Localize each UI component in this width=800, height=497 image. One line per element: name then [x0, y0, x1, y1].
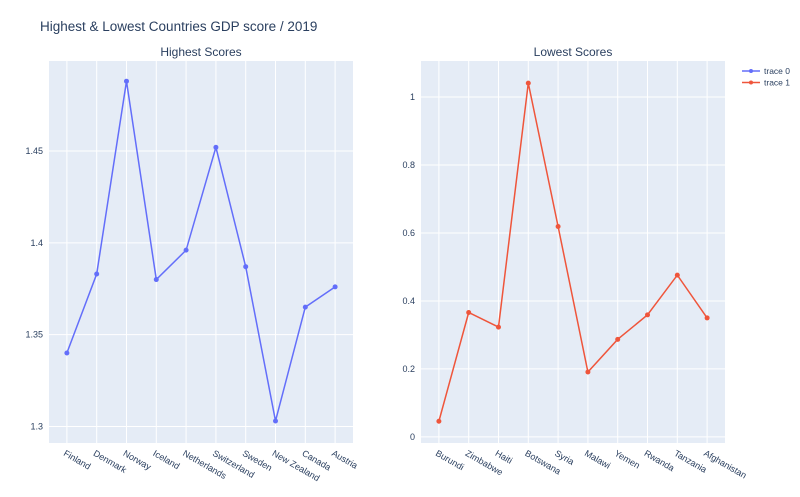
- data-point: [153, 277, 159, 283]
- data-point: [466, 309, 472, 315]
- series-line-trace-0: [66, 81, 336, 422]
- plot-area: [421, 61, 725, 443]
- x-tick-label: Malawi: [583, 448, 612, 471]
- x-tick-label: Rwanda: [643, 448, 677, 473]
- x-tick-label: Yemen: [613, 448, 642, 471]
- x-tick-label: Afghanistan: [702, 448, 748, 480]
- figure-title: Highest & Lowest Countries GDP score / 2…: [40, 19, 317, 34]
- legend[interactable]: trace 0 trace 1: [742, 66, 790, 88]
- y-tick-label: 0.6: [402, 228, 415, 238]
- data-point: [183, 247, 189, 253]
- y-tick-label: 0.4: [402, 296, 415, 306]
- x-tick-label: Burundi: [434, 448, 466, 472]
- data-point: [213, 144, 219, 150]
- x-tick-label: Austria: [330, 448, 359, 471]
- legend-label: trace 1: [764, 78, 790, 88]
- plot-area: [49, 61, 353, 443]
- legend-item[interactable]: trace 0: [742, 66, 790, 76]
- y-tick-label: 1.4: [30, 238, 43, 248]
- legend-item[interactable]: trace 1: [742, 78, 790, 88]
- legend-label: trace 0: [764, 66, 790, 76]
- y-tick-label: 0: [410, 432, 415, 442]
- subplot-title: Highest Scores: [160, 45, 241, 59]
- subplot-title: Lowest Scores: [534, 45, 613, 59]
- data-point: [645, 312, 651, 318]
- data-point: [555, 224, 561, 230]
- data-point: [64, 350, 70, 356]
- series-line-trace-1: [438, 82, 708, 422]
- y-tick-label: 0.2: [402, 364, 415, 374]
- y-tick-label: 1.35: [25, 330, 43, 340]
- x-tick-label: Iceland: [151, 448, 181, 471]
- x-tick-label: Finland: [62, 448, 93, 471]
- data-point: [525, 80, 531, 86]
- data-point: [495, 324, 501, 330]
- data-point: [704, 315, 710, 321]
- y-tick-label: 1.45: [25, 146, 43, 156]
- data-point: [674, 272, 680, 278]
- legend-marker-icon: [749, 80, 753, 85]
- data-point: [332, 284, 338, 290]
- x-tick-label: Tanzania: [672, 448, 708, 475]
- data-point: [243, 264, 249, 270]
- data-point: [436, 418, 442, 424]
- legend-marker-icon: [749, 69, 753, 73]
- data-point: [302, 304, 308, 310]
- y-tick-label: 1.3: [30, 421, 43, 431]
- data-point: [94, 271, 100, 277]
- data-point: [585, 369, 591, 375]
- data-point: [123, 78, 129, 84]
- data-point: [615, 336, 621, 342]
- y-tick-label: 1: [410, 92, 415, 102]
- data-point: [273, 418, 279, 424]
- y-tick-label: 0.8: [402, 160, 415, 170]
